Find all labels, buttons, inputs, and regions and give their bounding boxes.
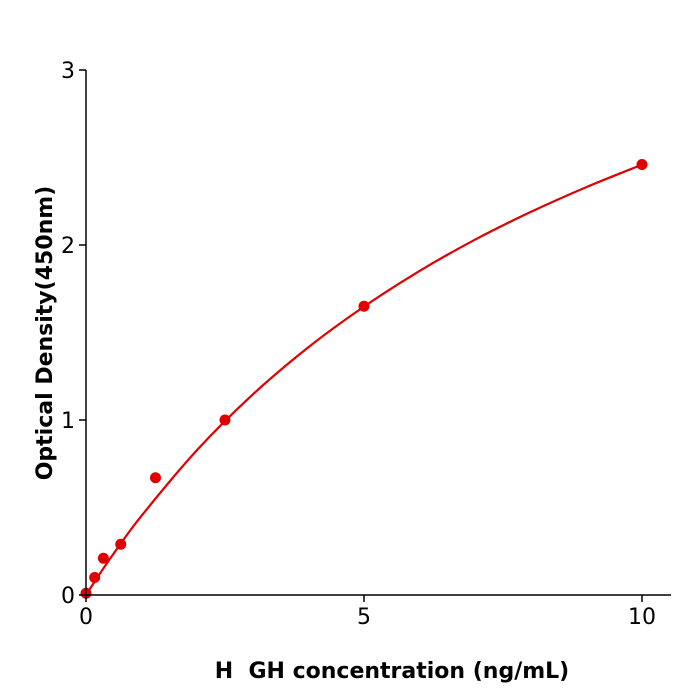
x-tick-label: 10 <box>628 605 656 630</box>
data-point <box>358 300 370 312</box>
y-axis-label: Optical Density(450nm) <box>33 186 58 481</box>
y-tick-label: 2 <box>61 234 75 259</box>
fit-curve <box>85 163 643 596</box>
data-point <box>89 572 101 583</box>
x-tick-label: 0 <box>79 605 93 630</box>
data-point <box>97 552 109 564</box>
y-tick-label: 1 <box>61 409 75 434</box>
data-point <box>636 159 648 170</box>
x-axis-label: H GH concentration (ng/mL) <box>215 659 570 684</box>
data-point <box>150 472 161 484</box>
data-point <box>115 538 127 550</box>
y-tick-label: 0 <box>61 584 75 609</box>
x-tick-label: 5 <box>357 605 371 630</box>
data-point <box>219 414 231 426</box>
y-tick-label: 3 <box>61 59 75 84</box>
